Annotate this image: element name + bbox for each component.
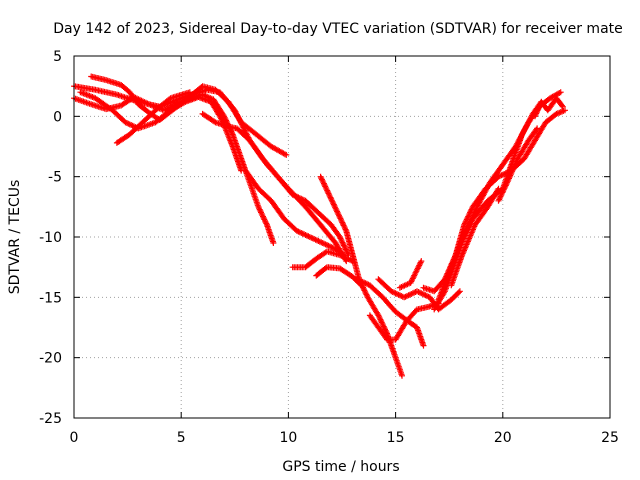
x-tick-label: 15 bbox=[387, 430, 405, 446]
series-track-12 bbox=[366, 300, 442, 343]
series-track-7 bbox=[242, 167, 348, 259]
data-point bbox=[456, 288, 463, 295]
data-point bbox=[399, 372, 405, 379]
series-track-10 bbox=[317, 173, 405, 379]
series-track-6 bbox=[199, 110, 352, 259]
y-tick-label: 0 bbox=[53, 109, 62, 125]
series-track-18 bbox=[448, 185, 502, 289]
series-track-15 bbox=[420, 107, 568, 295]
y-tick-label: -25 bbox=[39, 411, 62, 427]
chart-title: Day 142 of 2023, Sidereal Day-to-day VTE… bbox=[53, 21, 623, 37]
data-point bbox=[455, 289, 462, 296]
series-track-4 bbox=[77, 89, 245, 174]
x-tick-label: 5 bbox=[177, 430, 186, 446]
data-point bbox=[557, 89, 564, 96]
y-tick-label: -5 bbox=[48, 170, 62, 186]
x-tick-label: 25 bbox=[601, 430, 619, 446]
x-tick-label: 20 bbox=[494, 430, 512, 446]
series-track-19 bbox=[495, 125, 541, 204]
data-point bbox=[562, 107, 568, 114]
x-tick-label: 10 bbox=[279, 430, 297, 446]
data-point bbox=[166, 96, 173, 103]
data-point bbox=[270, 240, 277, 246]
data-points bbox=[71, 73, 568, 379]
data-point bbox=[283, 151, 290, 158]
data-point bbox=[559, 103, 566, 110]
data-point bbox=[420, 342, 427, 349]
x-axis-label: GPS time / hours bbox=[282, 459, 399, 475]
series-track-14 bbox=[396, 258, 425, 291]
data-point bbox=[186, 89, 193, 96]
x-tick-label: 0 bbox=[70, 430, 79, 446]
series-track-9 bbox=[313, 264, 365, 289]
y-tick-label: -20 bbox=[39, 351, 62, 367]
series-track-20 bbox=[532, 95, 566, 120]
series-track-8 bbox=[289, 248, 356, 271]
y-axis-label: SDTVAR / TECUs bbox=[7, 180, 23, 295]
series-track-5 bbox=[113, 89, 193, 146]
series-track-13 bbox=[375, 276, 463, 313]
axes: 0 5 10 15 20 25 5 0 -5 -10 -15 -20 -25 bbox=[39, 49, 619, 446]
data-point bbox=[534, 125, 541, 132]
data-point bbox=[495, 185, 502, 192]
data-point bbox=[340, 242, 347, 249]
data-point bbox=[418, 258, 425, 265]
series-track-11 bbox=[354, 276, 427, 349]
y-tick-label: -15 bbox=[39, 290, 62, 306]
y-tick-label: -10 bbox=[39, 230, 62, 246]
y-tick-label: 5 bbox=[53, 49, 62, 65]
data-point bbox=[533, 126, 540, 133]
data-point bbox=[558, 102, 565, 109]
